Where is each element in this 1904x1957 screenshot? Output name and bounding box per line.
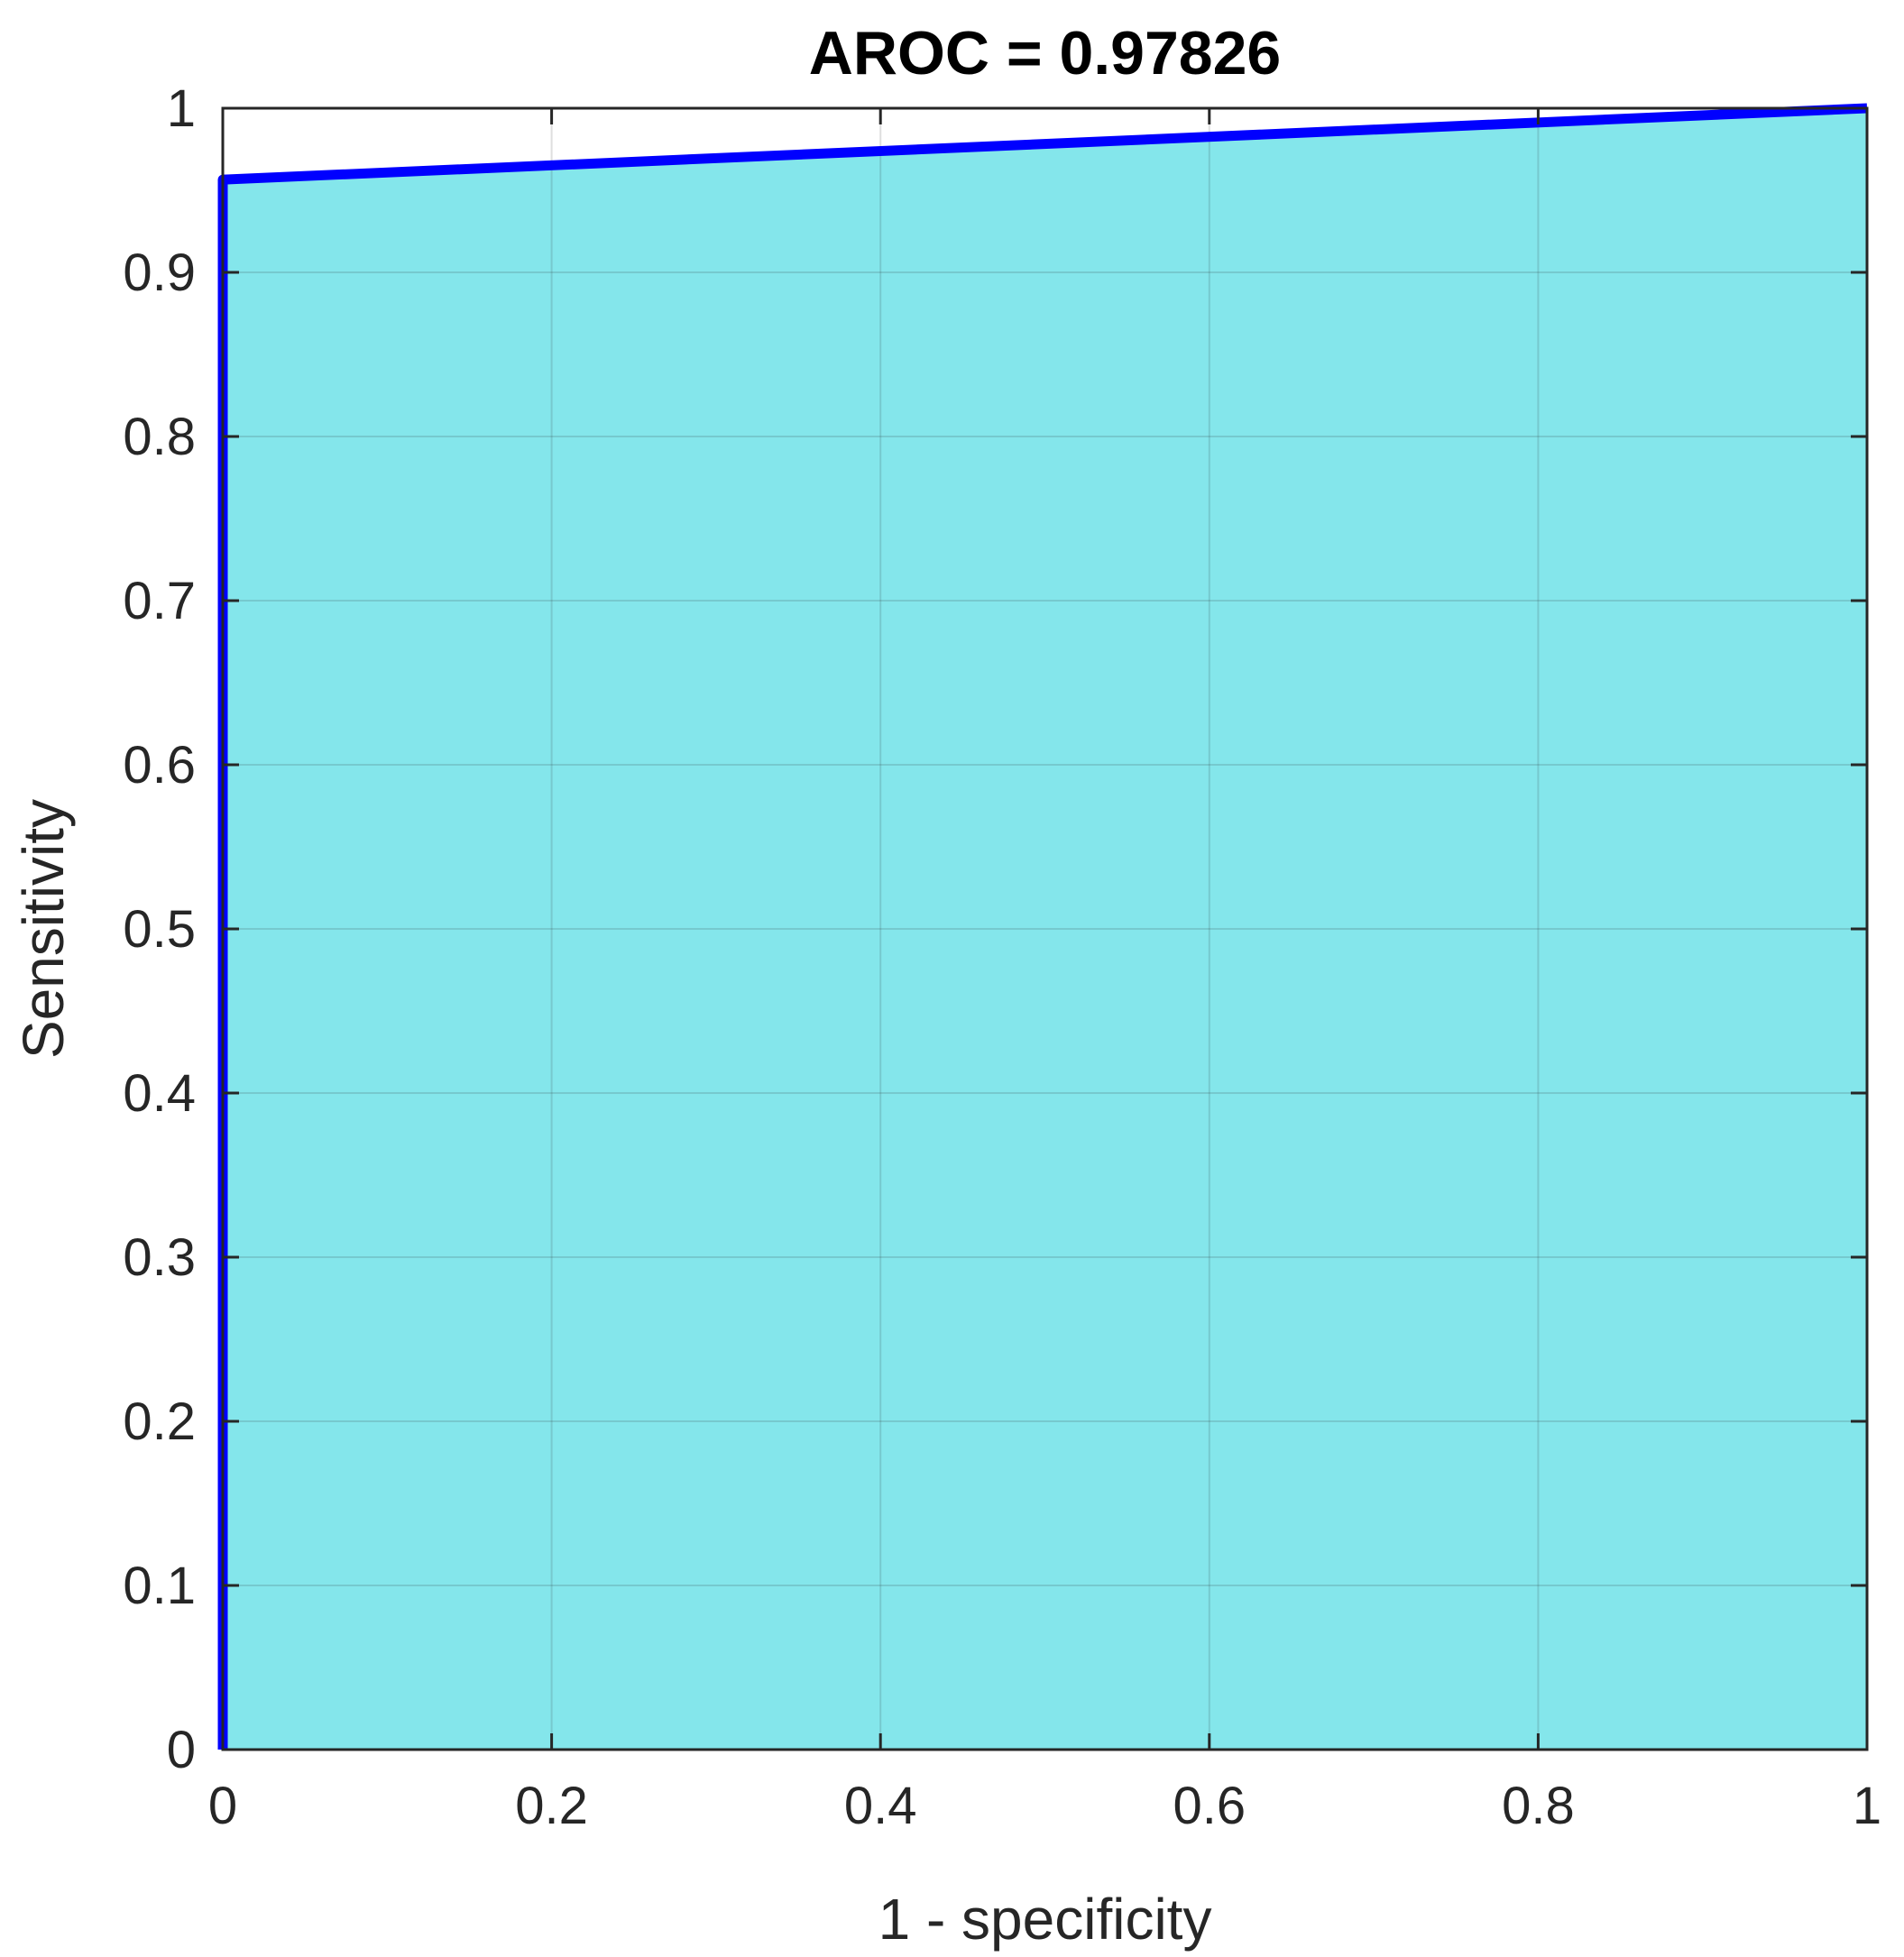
y-tick-label: 0.6 [123, 736, 196, 795]
y-tick-label: 0.4 [123, 1064, 196, 1123]
y-tick-label: 1 [167, 79, 196, 138]
y-tick-label: 0.2 [123, 1392, 196, 1451]
y-tick-label: 0.7 [123, 572, 196, 630]
y-axis-label: Sensitivity [11, 799, 76, 1059]
y-tick-label: 0 [167, 1721, 196, 1779]
x-tick-label: 0 [208, 1777, 237, 1835]
y-tick-label: 0.1 [123, 1557, 196, 1615]
roc-area-fill [223, 108, 1867, 1750]
x-tick-label: 0.2 [515, 1777, 588, 1835]
chart-title: AROC = 0.97826 [809, 19, 1282, 87]
x-tick-label: 0.8 [1502, 1777, 1575, 1835]
y-tick-label: 0.8 [123, 408, 196, 466]
x-tick-label: 1 [1853, 1777, 1881, 1835]
x-tick-label: 0.6 [1173, 1777, 1246, 1835]
y-tick-label: 0.5 [123, 900, 196, 959]
y-tick-label: 0.3 [123, 1228, 196, 1287]
x-tick-label: 0.4 [844, 1777, 917, 1835]
x-axis-label: 1 - specificity [878, 1887, 1212, 1952]
y-tick-label: 0.9 [123, 243, 196, 302]
